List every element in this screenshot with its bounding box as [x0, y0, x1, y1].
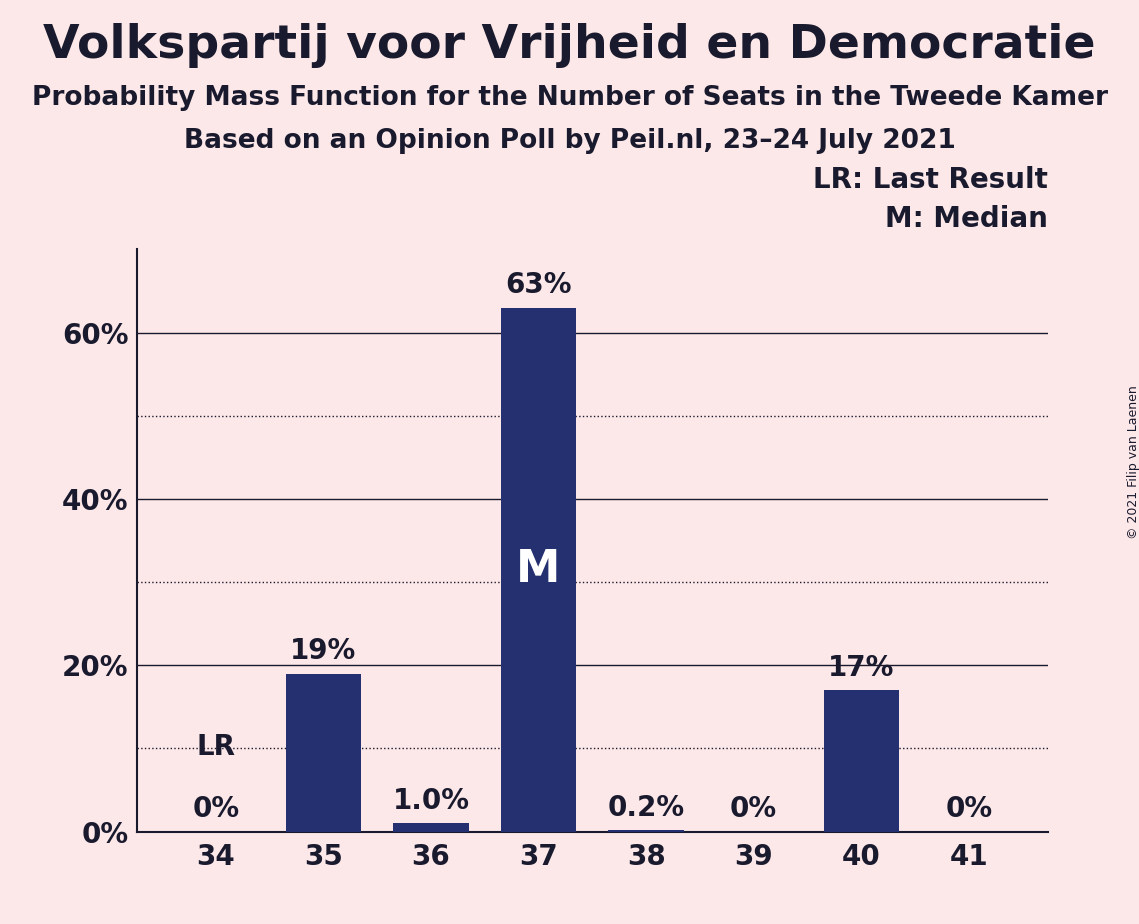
Text: © 2021 Filip van Laenen: © 2021 Filip van Laenen [1126, 385, 1139, 539]
Text: 19%: 19% [290, 638, 357, 665]
Text: 1.0%: 1.0% [393, 787, 469, 815]
Text: 17%: 17% [828, 654, 894, 682]
Text: 0%: 0% [192, 796, 239, 823]
Text: LR: Last Result: LR: Last Result [813, 166, 1048, 194]
Text: 0%: 0% [945, 796, 992, 823]
Text: 0%: 0% [730, 796, 777, 823]
Text: 0.2%: 0.2% [607, 794, 685, 821]
Bar [823, 690, 899, 832]
Bar [393, 823, 468, 832]
Text: Based on an Opinion Poll by Peil.nl, 23–24 July 2021: Based on an Opinion Poll by Peil.nl, 23–… [183, 128, 956, 153]
Bar [501, 308, 576, 832]
Text: M: M [516, 548, 560, 591]
Bar [286, 674, 361, 832]
Text: LR: LR [196, 733, 236, 761]
Text: Volkspartij voor Vrijheid en Democratie: Volkspartij voor Vrijheid en Democratie [43, 23, 1096, 68]
Text: M: Median: M: Median [885, 205, 1048, 233]
Text: Probability Mass Function for the Number of Seats in the Tweede Kamer: Probability Mass Function for the Number… [32, 85, 1107, 111]
Text: 63%: 63% [506, 272, 572, 299]
Bar [608, 830, 683, 832]
